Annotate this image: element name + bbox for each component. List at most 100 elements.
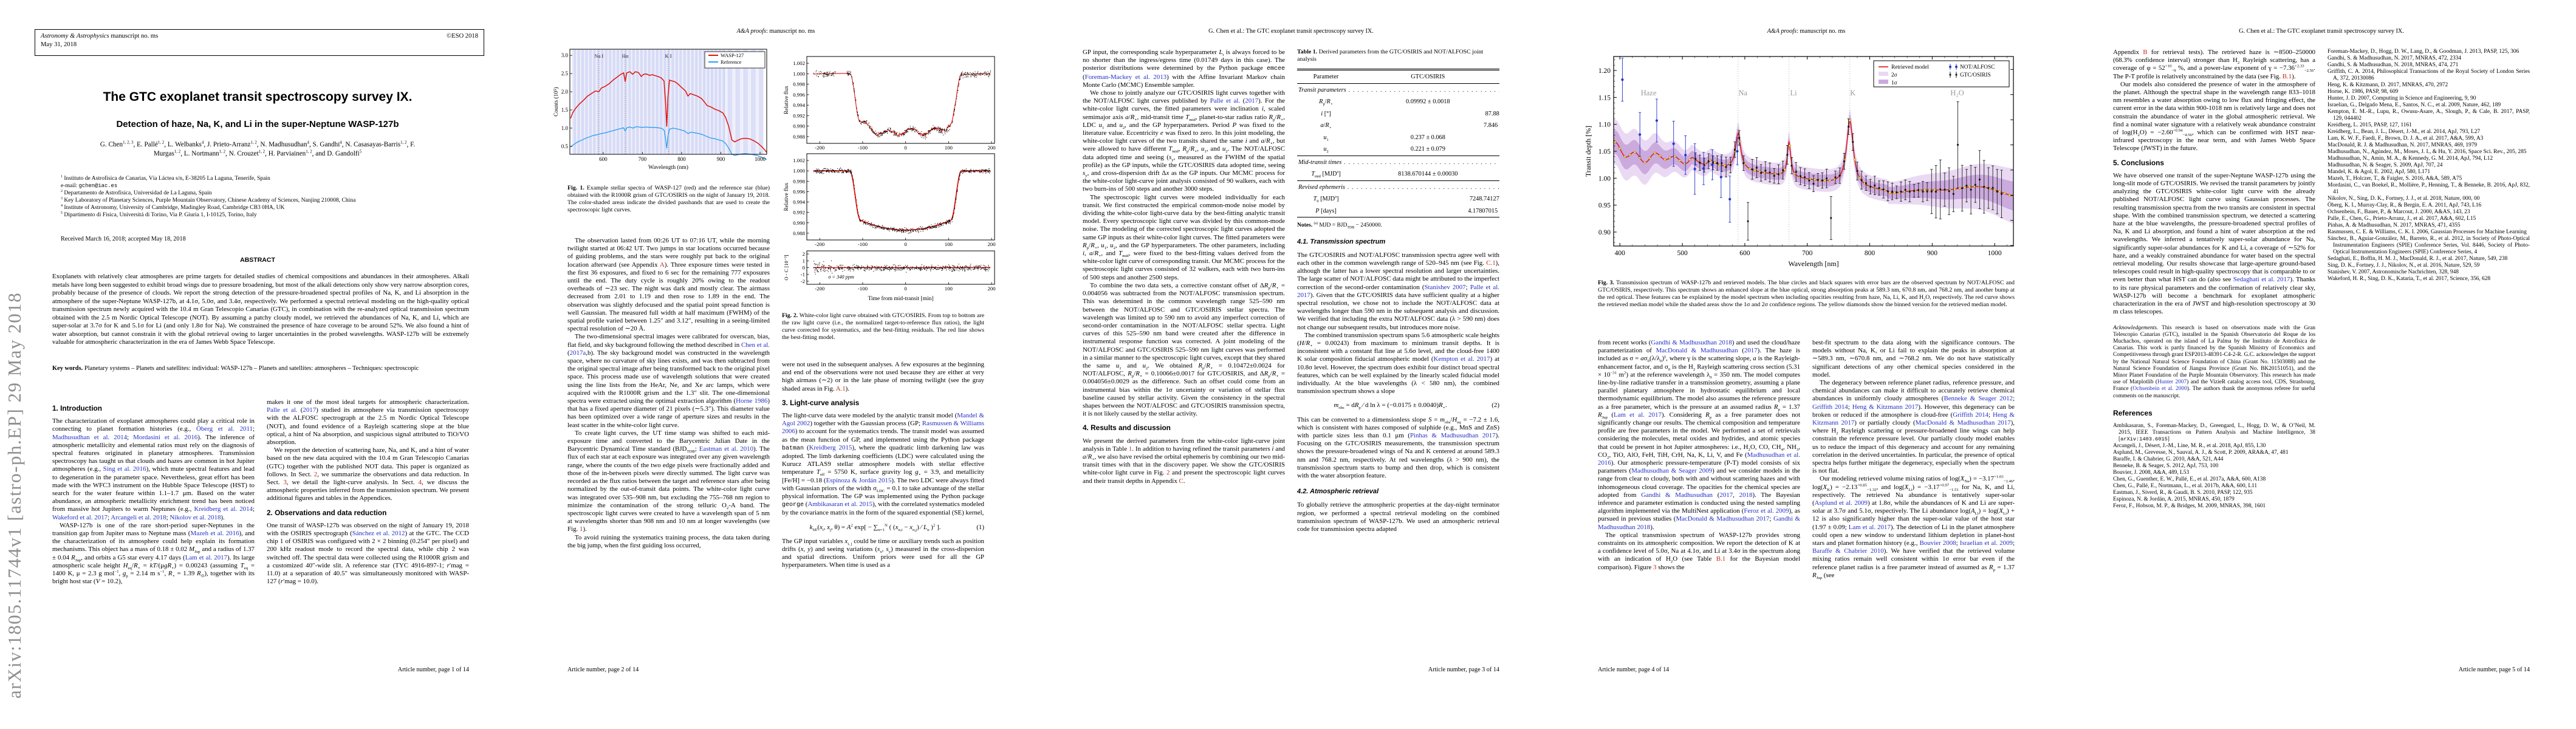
citation-link[interactable]: Palle et al. [267, 406, 298, 414]
citation-link[interactable]: Griffith 2014 [1953, 411, 1989, 419]
citation-link[interactable]: et al. 2016 [210, 530, 239, 538]
citation-link[interactable]: Sing et al. 2016 [103, 465, 146, 473]
citation-link[interactable]: Heng & [1992, 411, 2015, 419]
citation-link[interactable]: Wakeford et al. [52, 513, 93, 521]
citation-link[interactable]: et al. 2011 [218, 425, 253, 433]
citation-link[interactable]: Mandel & Agol 2002 [782, 412, 984, 428]
internal-ref-link[interactable]: 3 [1653, 563, 1657, 571]
citation-link[interactable]: Ochsenbein et al. [2132, 386, 2174, 392]
citation-link[interactable]: Gandhi & Madhusudhan [1598, 515, 1800, 531]
citation-link[interactable]: 2017 [1245, 97, 1259, 105]
citation-link[interactable]: Kempton et al. 2017 [1433, 355, 1490, 363]
citation-link[interactable]: Benneke & Seager 2012 [1944, 395, 2013, 403]
citation-link[interactable]: MacDonald & Madhusudhan [1656, 347, 1738, 355]
svg-text:0.990: 0.990 [793, 123, 805, 129]
citation-link[interactable]: Espinoza & Jordán 2015 [826, 476, 892, 484]
citation-link[interactable]: Mazeh [190, 530, 209, 538]
svg-text:2: 2 [803, 251, 805, 257]
citation-link[interactable]: Baraffe & Chabrier 2010 [1812, 547, 1884, 555]
citation-link[interactable]: Gandhi & Madhusudhan 2018 [1651, 339, 1732, 346]
citation-link[interactable]: MacDonald & Madhusudhan 2017 [1676, 515, 1770, 523]
citation-link[interactable]: et al. 2017 [2261, 276, 2290, 284]
citation-link[interactable]: MacDonald & Madhusudhan [1915, 419, 1995, 427]
citation-link[interactable]: & Madhusudhan 2017 [1431, 431, 1496, 439]
internal-ref-link[interactable]: 1 [579, 525, 583, 533]
citation-link[interactable]: 2017 [1719, 491, 1733, 499]
paper-subtitle: Detection of haze, Na, K, and Li in the … [116, 119, 399, 129]
citation-link[interactable]: Asplund et al. 2009 [1814, 499, 1868, 507]
internal-ref-link[interactable]: 2 [1166, 469, 1170, 477]
citation-link[interactable]: Heng & [1852, 403, 1874, 411]
citation-link[interactable]: Horne 1986 [736, 397, 768, 405]
reference-entry: Sánchez, B., Aguiar-González, M., Barret… [2328, 236, 2530, 255]
citation-link[interactable]: 2018 [1637, 523, 1651, 531]
page-footer: Article number, page 2 of 14 [567, 666, 639, 673]
citation-link[interactable]: 2008 [1942, 539, 1956, 547]
reference-entry: Griffith, C. A. 2014, Philosophical Tran… [2328, 69, 2530, 81]
citation-link[interactable]: Nikolov et al. 2018 [170, 513, 221, 521]
citation-link[interactable]: 2017 [1744, 347, 1758, 355]
citation-link[interactable]: Sedaghati [2233, 276, 2259, 284]
citation-link[interactable]: Mordasini et al. 2016 [133, 433, 198, 441]
citation-link[interactable]: Arcangeli et al. 2018 [111, 513, 166, 521]
internal-ref-link[interactable]: 4 [418, 479, 422, 487]
internal-ref-link[interactable]: A [659, 261, 665, 269]
citation-link[interactable]: 2017 [1997, 419, 2011, 427]
citation-link[interactable]: Pinhas [1410, 431, 1428, 439]
citation-link[interactable]: Stanishev 2007 [1424, 283, 1466, 291]
internal-ref-link[interactable]: B [2143, 49, 2148, 56]
internal-ref-link[interactable]: 3 [283, 479, 287, 487]
citation-link[interactable]: Rasmussen & Williams 2006 [782, 420, 984, 436]
citation-link[interactable]: Palle [1470, 283, 1484, 291]
affiliation: 4 Institute of Astronomy, University of … [61, 204, 285, 211]
citation-link[interactable]: et al. [1226, 97, 1241, 105]
internal-ref-link[interactable]: 2 [313, 470, 318, 478]
internal-ref-link[interactable]: C.1 [1486, 259, 1496, 267]
haze-water-paragraphs: Appendix B for retrieval tests). The ret… [2113, 49, 2315, 153]
citation-link[interactable]: Foreman-Mackey et al. 2013 [1084, 73, 1167, 81]
citation-link[interactable]: Eastman [699, 445, 722, 453]
citation-link[interactable]: & Seager 2009 [1671, 467, 1713, 475]
citation-link[interactable]: et al. 2017 [1297, 283, 1499, 299]
reference-entry: Rasmussen, C. E. & Williams, C. K. I. 20… [2328, 229, 2527, 235]
citation-link[interactable]: Palle [1210, 97, 1224, 105]
citation-link[interactable]: Hunter 2007 [2157, 379, 2187, 386]
citation-link[interactable]: Griffith 2014 [1812, 403, 1848, 411]
citation-link[interactable]: Feroz et al. 2009 [1744, 507, 1789, 515]
citation-link[interactable]: Madhusudhan et al. 2014 [52, 433, 128, 441]
citation-link[interactable]: Lam et al. 2017 [1613, 411, 1662, 419]
page2-right-column: were not used in the subsequent analyses… [782, 361, 984, 663]
citation-link[interactable]: Lam et al. 2017 [185, 553, 228, 561]
affiliation: 5 Dipartimento di Fisica, Universitá di … [61, 211, 257, 218]
citation-link[interactable]: 2017 [94, 513, 108, 521]
citation-link[interactable]: Kreidberg et al. 2014 [194, 505, 253, 513]
citation-link[interactable]: Gandhi & Madhusudhan [1641, 491, 1713, 499]
citation-link[interactable]: Kitzmann 2017 [1876, 403, 1919, 411]
citation-link[interactable]: Israelian et al. 2009 [1959, 539, 2013, 547]
citation-link[interactable]: et al. 2010 [724, 445, 754, 453]
citation-link[interactable]: Madhusudhan et al. 2016 [1598, 451, 1800, 467]
svg-text:200: 200 [987, 286, 996, 292]
citation-link[interactable]: 2017a [569, 349, 586, 357]
svg-text:Haze: Haze [1641, 89, 1657, 97]
citation-link[interactable]: Ambikasaran et al. 2015 [807, 501, 872, 508]
svg-text:-100: -100 [858, 286, 868, 292]
citation-link[interactable]: 2017 [303, 406, 317, 414]
citation-link[interactable]: Sánchez et al. 2012 [352, 530, 405, 538]
citation-link[interactable]: Bouvier [1919, 539, 1941, 547]
citation-link[interactable]: Öberg [196, 425, 213, 433]
citation-link[interactable]: 2018 [1739, 491, 1753, 499]
internal-ref-link[interactable]: B.1 [2282, 72, 2292, 80]
citation-link[interactable]: Madhusudhan [1631, 467, 1669, 475]
internal-ref-link[interactable]: A.1 [835, 385, 846, 392]
citation-link[interactable]: Kitzmann 2017 [1812, 419, 1855, 427]
citation-link[interactable]: Chen et al. [741, 341, 770, 349]
reference-entry: Nikolov, N., Sing, D. K., Fortney, J. J.… [2328, 196, 2480, 202]
internal-ref-link[interactable]: 1 [1128, 445, 1132, 453]
citation-link[interactable]: Kreidberg 2015 [809, 443, 852, 451]
citation-link[interactable]: Lam et al. 2017 [1848, 523, 1891, 531]
internal-ref-link[interactable]: C [1179, 477, 1184, 485]
internal-ref-link[interactable]: B.1 [1716, 555, 1726, 563]
svg-text:0: 0 [904, 286, 907, 292]
